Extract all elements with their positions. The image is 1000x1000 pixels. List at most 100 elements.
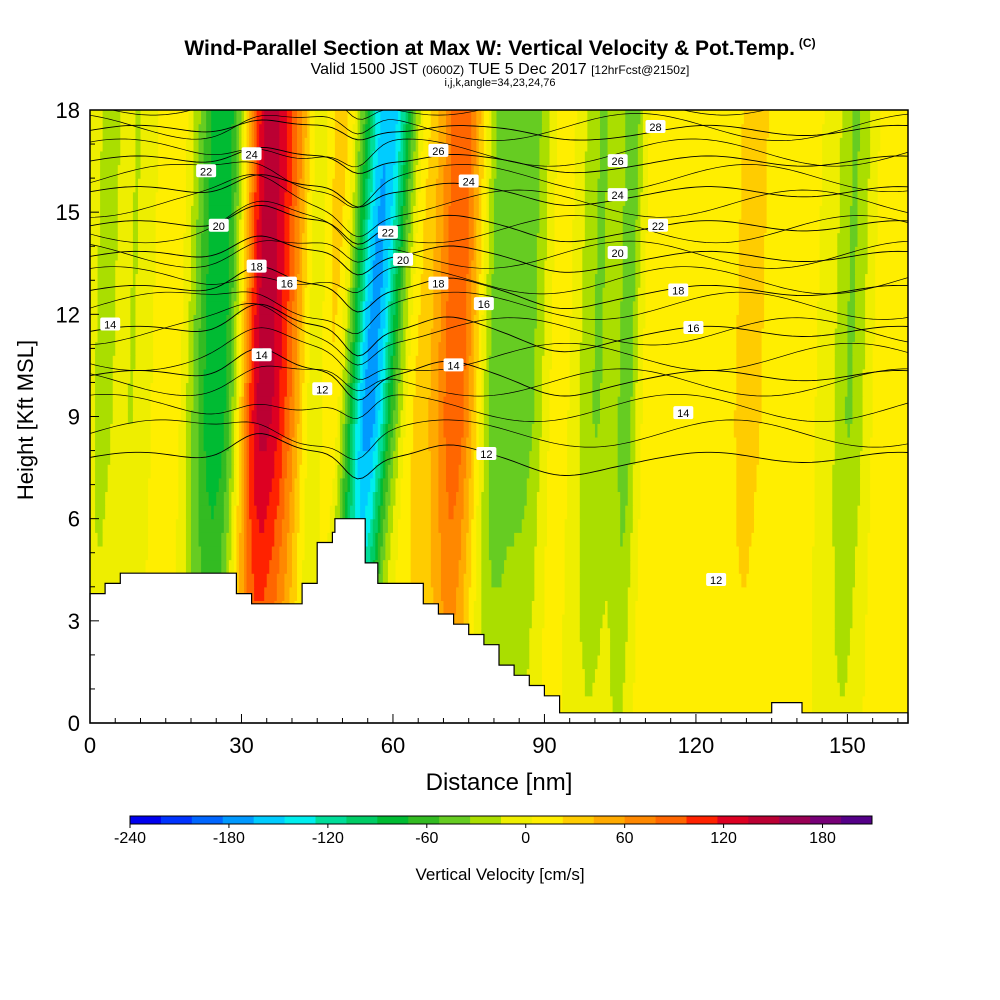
velocity-cell	[413, 232, 417, 247]
velocity-cell	[259, 137, 265, 152]
velocity-cell	[97, 287, 116, 302]
velocity-cell	[284, 259, 291, 275]
velocity-cell	[466, 450, 472, 465]
velocity-cell	[410, 191, 417, 206]
velocity-cell	[622, 287, 636, 302]
velocity-cell	[355, 300, 359, 315]
velocity-cell	[812, 573, 836, 588]
velocity-cell	[579, 559, 631, 574]
velocity-cell	[264, 123, 280, 138]
velocity-cell	[476, 137, 480, 152]
velocity-cell	[849, 246, 856, 261]
velocity-cell	[392, 191, 397, 206]
velocity-cell	[236, 450, 240, 465]
velocity-cell	[236, 178, 240, 193]
velocity-cell	[148, 491, 179, 506]
velocity-cell	[852, 600, 869, 615]
velocity-cell	[344, 409, 349, 424]
velocity-cell	[375, 382, 381, 397]
velocity-cell	[201, 545, 222, 561]
velocity-cell	[130, 314, 137, 329]
velocity-cell	[244, 532, 248, 547]
velocity-cell	[463, 505, 470, 520]
velocity-cell	[228, 287, 232, 302]
velocity-cell	[337, 477, 341, 493]
velocity-cell	[870, 123, 881, 138]
velocity-cell	[233, 409, 238, 424]
velocity-cell	[486, 191, 490, 206]
velocity-cell	[211, 123, 232, 138]
velocity-cell	[579, 436, 619, 452]
velocity-cell	[344, 327, 349, 343]
velocity-cell	[238, 396, 243, 411]
velocity-cell	[413, 150, 419, 166]
velocity-cell	[362, 232, 366, 247]
velocity-cell	[350, 300, 354, 315]
velocity-cell	[233, 368, 238, 384]
velocity-cell	[130, 355, 137, 370]
velocity-cell	[370, 205, 374, 220]
velocity-cell	[236, 232, 240, 247]
velocity-cell	[198, 137, 205, 152]
velocity-cell	[344, 382, 349, 397]
velocity-cell	[860, 464, 871, 479]
velocity-cell	[291, 123, 298, 138]
velocity-cell	[193, 341, 200, 356]
velocity-cell	[385, 205, 392, 220]
theta-contour-line	[90, 161, 908, 209]
velocity-cell	[471, 450, 475, 465]
velocity-cell	[867, 232, 879, 247]
velocity-cell	[562, 654, 583, 670]
velocity-cell	[395, 300, 399, 315]
velocity-cell	[395, 123, 402, 138]
velocity-cell	[392, 464, 399, 479]
velocity-cell	[241, 396, 245, 411]
velocity-cell	[249, 423, 255, 438]
colorbar-tick-label: -240	[114, 830, 146, 847]
velocity-cell	[130, 327, 137, 343]
velocity-cell	[822, 164, 841, 179]
velocity-cell	[398, 218, 402, 234]
velocity-cell	[438, 464, 447, 479]
velocity-cell	[236, 518, 243, 533]
contour-label-box	[706, 572, 727, 586]
velocity-cell	[117, 205, 134, 220]
velocity-cell	[231, 137, 238, 152]
velocity-cell	[597, 246, 606, 261]
velocity-cell	[153, 368, 182, 384]
velocity-cell	[753, 505, 816, 520]
velocity-cell	[132, 259, 139, 275]
velocity-cell	[279, 191, 286, 206]
velocity-cell	[244, 436, 248, 452]
velocity-cell	[476, 150, 480, 166]
velocity-cell	[405, 232, 409, 247]
velocity-cell	[736, 314, 765, 329]
velocity-cell	[438, 423, 445, 438]
velocity-cell	[246, 477, 250, 493]
velocity-cell	[100, 164, 119, 179]
velocity-cell	[382, 409, 386, 424]
velocity-cell	[332, 477, 339, 493]
velocity-cell	[400, 123, 404, 138]
velocity-cell	[223, 518, 230, 533]
velocity-cell	[483, 164, 487, 179]
velocity-cell	[211, 164, 232, 179]
velocity-cell	[236, 423, 240, 438]
velocity-cell	[620, 314, 634, 329]
velocity-cell	[150, 450, 179, 465]
chart-subtitle: Valid 1500 JST (0600Z) TUE 5 Dec 2017 [1…	[0, 61, 1000, 79]
velocity-cell	[557, 123, 576, 138]
velocity-cell	[281, 287, 291, 302]
contour-label-box	[476, 446, 497, 460]
velocity-cell	[355, 205, 359, 220]
velocity-cell	[476, 123, 480, 138]
velocity-cell	[620, 368, 634, 384]
velocity-cell	[355, 464, 359, 479]
velocity-cell	[741, 150, 768, 166]
velocity-cell	[463, 614, 470, 629]
velocity-cell	[334, 150, 349, 166]
velocity-cell	[350, 191, 354, 206]
velocity-cell	[587, 137, 601, 152]
velocity-cell	[236, 341, 240, 356]
velocity-cell	[314, 137, 328, 152]
